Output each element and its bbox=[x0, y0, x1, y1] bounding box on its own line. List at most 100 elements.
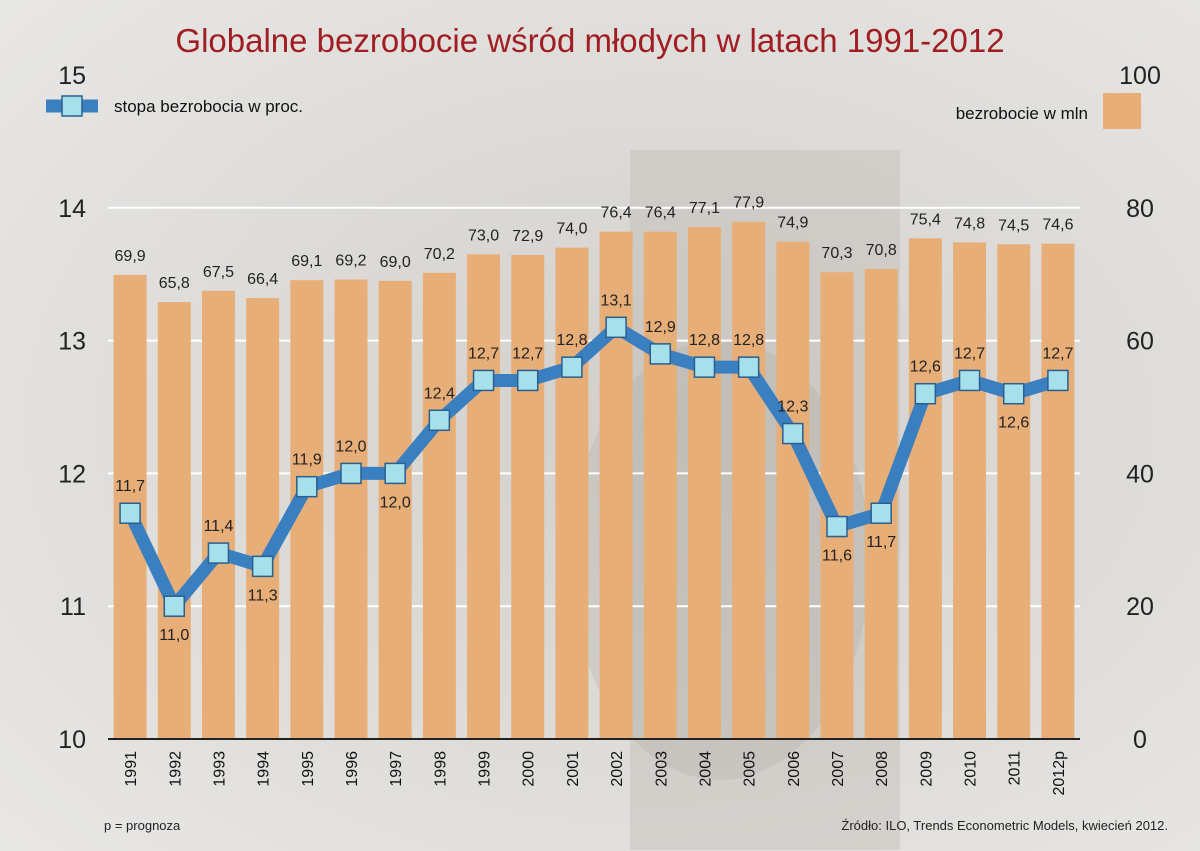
rate-value-label: 11,4 bbox=[203, 518, 233, 535]
bar-value-label: 69,2 bbox=[335, 253, 366, 270]
rate-marker bbox=[251, 555, 274, 578]
bar-2009 bbox=[908, 238, 942, 739]
bar-value-label: 73,0 bbox=[468, 227, 499, 244]
rate-value-label: 12,0 bbox=[380, 494, 411, 511]
y-right-tick-label: 0 bbox=[1133, 726, 1147, 754]
bar-value-label: 69,9 bbox=[115, 248, 146, 265]
x-tick-label: 1998 bbox=[432, 751, 449, 787]
y-right-tick-label: 80 bbox=[1126, 195, 1154, 223]
rate-marker bbox=[163, 595, 186, 617]
y-left-tick-label: 14 bbox=[58, 195, 86, 223]
y-right-tick-label: 40 bbox=[1126, 460, 1154, 488]
rate-marker bbox=[384, 462, 406, 485]
bar-value-label: 66,4 bbox=[247, 271, 278, 288]
rate-marker bbox=[737, 356, 760, 378]
rate-marker bbox=[1002, 382, 1025, 405]
bar-value-label: 72,9 bbox=[512, 228, 543, 245]
bar-value-label: 69,0 bbox=[380, 254, 411, 271]
bar-value-label: 70,8 bbox=[866, 242, 897, 259]
rate-marker bbox=[561, 356, 583, 378]
rate-value-label: 11,0 bbox=[159, 627, 189, 644]
y-left-tick-label: 13 bbox=[58, 328, 86, 356]
x-tick-label: 1992 bbox=[167, 751, 184, 787]
bar-value-label: 74,8 bbox=[954, 215, 985, 232]
x-tick-label: 1994 bbox=[256, 751, 273, 787]
bar-2000 bbox=[511, 254, 545, 739]
rate-value-label: 12,7 bbox=[1042, 345, 1073, 362]
rate-marker bbox=[782, 422, 804, 445]
rate-line-group bbox=[119, 316, 1069, 617]
bar-1993 bbox=[201, 290, 235, 739]
rate-value-label: 11,9 bbox=[292, 452, 322, 469]
legend-count: bezrobocie w mln bbox=[956, 93, 1141, 129]
bar-value-label: 74,5 bbox=[998, 217, 1029, 234]
x-tick-label: 1995 bbox=[300, 751, 317, 787]
x-tick-label: 2004 bbox=[697, 751, 714, 787]
rate-value-label: 13,1 bbox=[601, 292, 632, 309]
bar-1996 bbox=[334, 279, 368, 739]
x-tick-labels: 1991 1992 1993 1994 1995 1996 1997 1998 1999 2000… bbox=[123, 751, 1068, 796]
bar-2004 bbox=[687, 227, 721, 739]
rate-marker bbox=[516, 369, 539, 392]
rate-value-label: 12,3 bbox=[777, 399, 808, 416]
x-tick-label: 1991 bbox=[123, 751, 140, 787]
x-tick-label: 2007 bbox=[830, 751, 847, 787]
rate-marker bbox=[605, 316, 627, 339]
rate-marker bbox=[207, 542, 230, 564]
x-tick-label: 2002 bbox=[609, 751, 626, 787]
x-tick-label: 1996 bbox=[344, 751, 361, 787]
x-tick-label: 1999 bbox=[477, 751, 494, 787]
rate-value-label: 12,8 bbox=[689, 332, 720, 349]
x-tick-label: 2001 bbox=[565, 751, 582, 787]
y-left-tick-label: 11 bbox=[60, 593, 86, 621]
rate-marker bbox=[870, 502, 892, 524]
rate-value-label: 12,6 bbox=[910, 359, 941, 376]
chart-title: Globalne bezrobocie wśród młodych w lata… bbox=[175, 22, 1004, 59]
y-right-tick-label: 60 bbox=[1126, 328, 1154, 356]
legend-count-label: bezrobocie w mln bbox=[956, 104, 1088, 123]
y-left-tick-label: 10 bbox=[58, 726, 86, 754]
rate-marker bbox=[693, 356, 716, 378]
bar-value-label: 75,4 bbox=[910, 211, 941, 228]
bar-2005 bbox=[732, 221, 766, 739]
x-tick-label: 2000 bbox=[521, 751, 538, 787]
rate-marker bbox=[914, 382, 937, 405]
rate-value-label: 12,4 bbox=[424, 385, 455, 402]
legend-count-swatch bbox=[1103, 93, 1141, 129]
rate-marker bbox=[428, 409, 451, 432]
bar-2010 bbox=[953, 242, 987, 739]
bar-labels-group: 69,9 65,8 67,5 66,4 69,1 69,2 69,0 70,2 73,0 72,9… bbox=[115, 195, 1074, 292]
rate-value-label: 11,7 bbox=[866, 534, 896, 551]
bar-value-label: 74,9 bbox=[777, 215, 808, 232]
bar-1997 bbox=[378, 280, 412, 739]
rate-value-label: 12,7 bbox=[512, 345, 543, 362]
rate-value-label: 11,6 bbox=[822, 548, 852, 565]
bar-1999 bbox=[467, 254, 501, 739]
x-tick-label: 2009 bbox=[918, 751, 935, 787]
rate-value-label: 12,8 bbox=[556, 332, 587, 349]
rate-value-label: 12,7 bbox=[954, 345, 985, 362]
bar-value-label: 77,1 bbox=[689, 200, 720, 217]
source-note: Źródło: ILO, Trends Econometric Models, … bbox=[841, 818, 1168, 833]
x-tick-label: 2006 bbox=[786, 751, 803, 787]
bar-value-label: 76,4 bbox=[601, 205, 632, 222]
bar-value-label: 76,4 bbox=[645, 205, 676, 222]
bar-1994 bbox=[246, 298, 280, 739]
rate-value-label: 12,8 bbox=[733, 332, 764, 349]
bar-2001 bbox=[555, 247, 589, 739]
bar-2003 bbox=[643, 231, 677, 740]
rate-value-label: 12,7 bbox=[468, 345, 499, 362]
rate-marker bbox=[1047, 369, 1069, 392]
rate-marker bbox=[340, 462, 362, 485]
y-right-tick-label: 20 bbox=[1126, 593, 1154, 621]
bar-2006 bbox=[776, 241, 810, 739]
bar-2002 bbox=[599, 231, 633, 740]
rate-value-label: 11,3 bbox=[248, 587, 278, 604]
legend-rate: stopa bezrobocia w proc. bbox=[46, 95, 303, 117]
rate-marker bbox=[472, 369, 495, 392]
rate-labels-group: 11,7 11,0 11,4 11,3 11,9 12,0 12,0 12,4 12,7 12,7… bbox=[115, 292, 1073, 644]
rate-marker bbox=[119, 502, 141, 524]
bar-value-label: 67,5 bbox=[203, 264, 234, 281]
